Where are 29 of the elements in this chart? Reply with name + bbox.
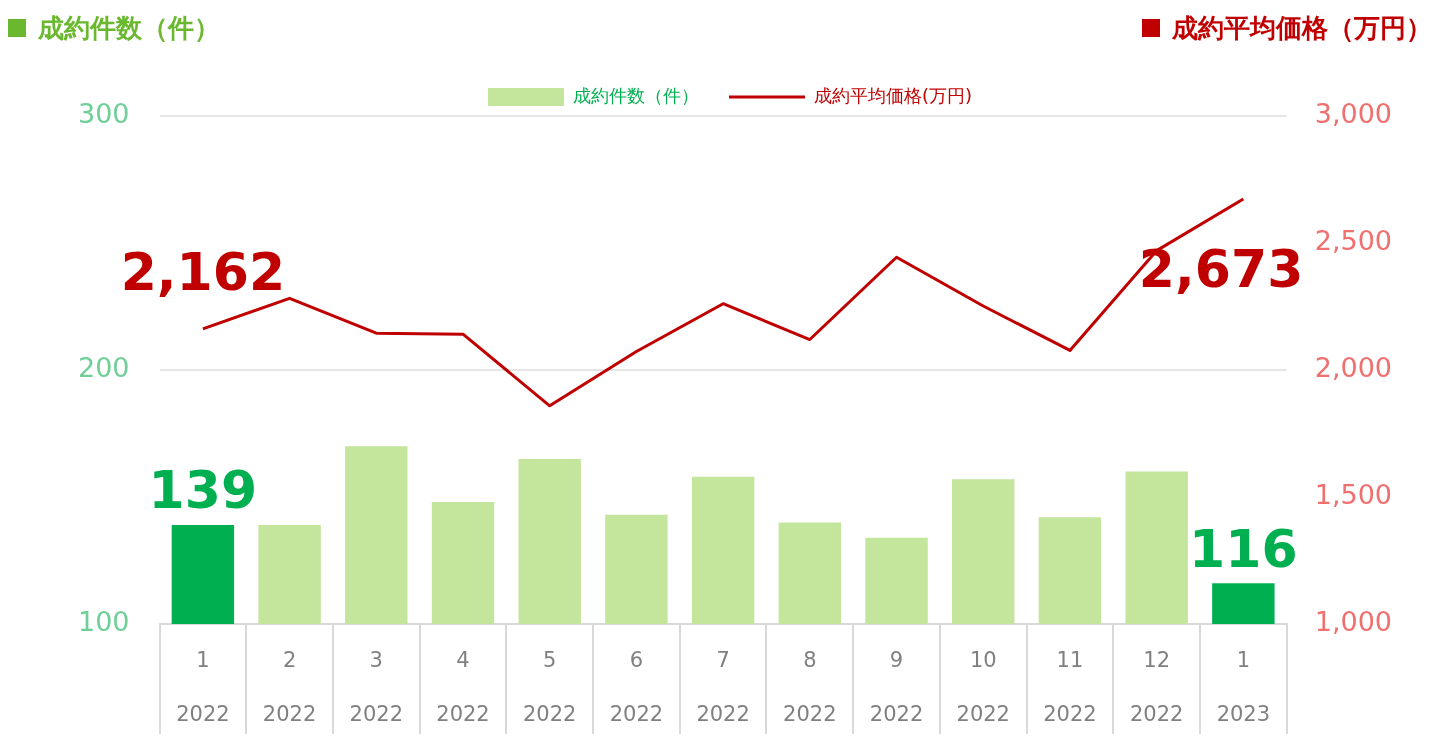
category-label: 6 2022 — [609, 647, 664, 727]
category-label: 3 2022 — [349, 647, 404, 727]
data-label: 2,673 — [1138, 238, 1304, 299]
data-label: 2,162 — [120, 242, 286, 303]
data-label: 116 — [1189, 518, 1298, 579]
category-label: 11 2022 — [1043, 647, 1097, 727]
category-label: 1 2022 — [176, 647, 230, 727]
y2-tick-label: 1,000 — [1314, 606, 1392, 638]
y-axis-title: 成約件数（件） — [38, 11, 220, 45]
y-tick-label: 100 — [77, 606, 130, 638]
y2-tick-label: 3,000 — [1314, 98, 1392, 130]
category-label: 10 2022 — [956, 647, 1010, 727]
y-tick-label: 300 — [77, 98, 130, 130]
category-label: 5 2022 — [522, 647, 577, 727]
category-label: 1 2023 — [1216, 647, 1271, 727]
category-label: 4 2022 — [436, 647, 490, 727]
y2-tick-label: 2,500 — [1314, 225, 1392, 257]
category-label: 2 2022 — [262, 647, 317, 727]
category-label: 9 2022 — [869, 647, 924, 727]
y2-tick-label: 2,000 — [1314, 352, 1392, 384]
data-label: 139 — [148, 460, 258, 521]
category-label: 8 2022 — [783, 647, 837, 727]
legend-label: 成約平均価格(万円) — [813, 84, 973, 106]
y-tick-label: 200 — [77, 352, 130, 384]
category-label: 12 2022 — [1129, 647, 1184, 727]
legend-label: 成約件数（件） — [572, 84, 699, 106]
y2-tick-label: 1,500 — [1314, 479, 1392, 511]
category-label: 7 2022 — [696, 647, 750, 727]
y2-axis-title: 成約平均価格（万円） — [1172, 11, 1432, 45]
